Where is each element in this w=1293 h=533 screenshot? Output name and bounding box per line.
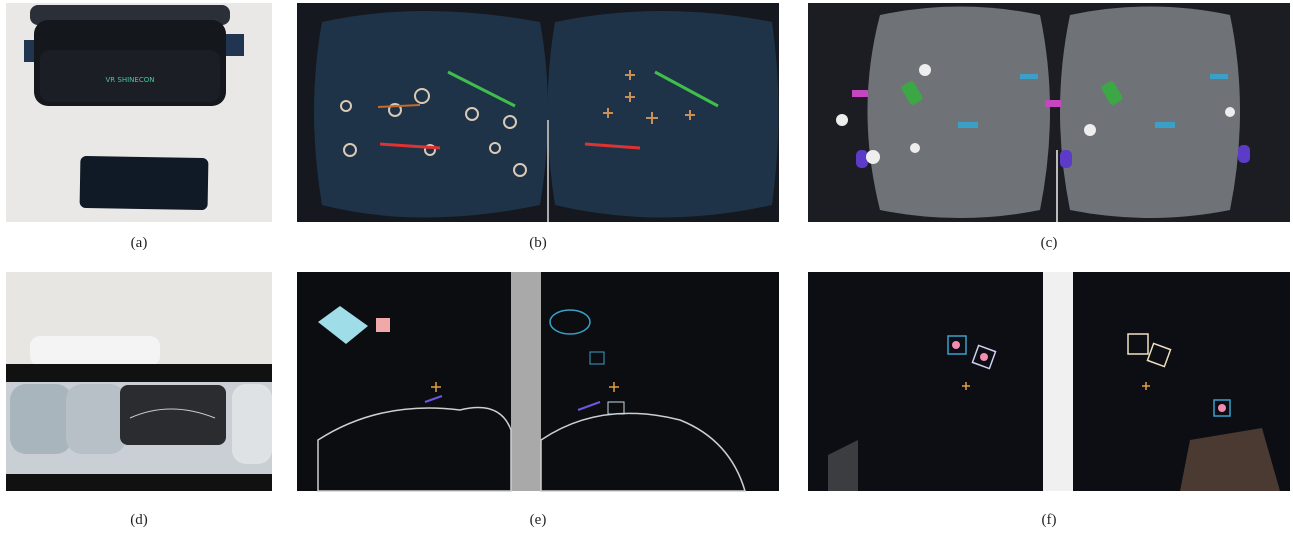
panel-caption: (a) — [131, 235, 148, 251]
panel-e-image — [297, 272, 779, 491]
panel-c-image — [808, 3, 1290, 222]
panel-f-image — [808, 272, 1290, 491]
svg-text:VR SHINECON: VR SHINECON — [106, 76, 155, 84]
panel-caption: (b) — [529, 235, 547, 251]
panel-caption: (e) — [530, 512, 547, 528]
panel-caption: (f) — [1042, 512, 1057, 528]
panel-caption: (d) — [130, 512, 148, 528]
panel-b-image — [297, 3, 779, 222]
panel-caption: (c) — [1041, 235, 1058, 251]
figure: VR SHINECON — [0, 0, 1293, 533]
panel-d-image — [6, 272, 272, 491]
panel-a-image: VR SHINECON — [6, 3, 272, 222]
